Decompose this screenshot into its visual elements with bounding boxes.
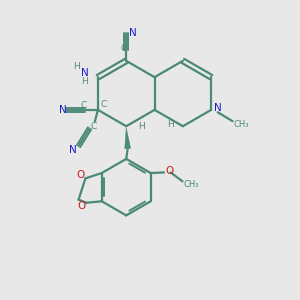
Text: C: C bbox=[101, 100, 107, 109]
Text: N: N bbox=[214, 103, 222, 113]
Text: O: O bbox=[166, 166, 174, 176]
Text: H: H bbox=[138, 122, 145, 131]
Text: C: C bbox=[90, 122, 96, 131]
Text: H: H bbox=[167, 120, 174, 129]
Text: CH₃: CH₃ bbox=[184, 180, 199, 189]
Text: N: N bbox=[59, 105, 67, 115]
Text: H: H bbox=[73, 62, 80, 71]
Text: CH₃: CH₃ bbox=[233, 120, 249, 129]
Text: N: N bbox=[81, 68, 88, 78]
Text: C: C bbox=[120, 44, 126, 53]
Text: O: O bbox=[77, 201, 86, 211]
Polygon shape bbox=[125, 128, 131, 149]
Text: H: H bbox=[81, 76, 88, 85]
Text: N: N bbox=[69, 145, 77, 155]
Text: O: O bbox=[76, 170, 85, 180]
Text: N: N bbox=[129, 28, 136, 38]
Text: C: C bbox=[80, 101, 87, 110]
